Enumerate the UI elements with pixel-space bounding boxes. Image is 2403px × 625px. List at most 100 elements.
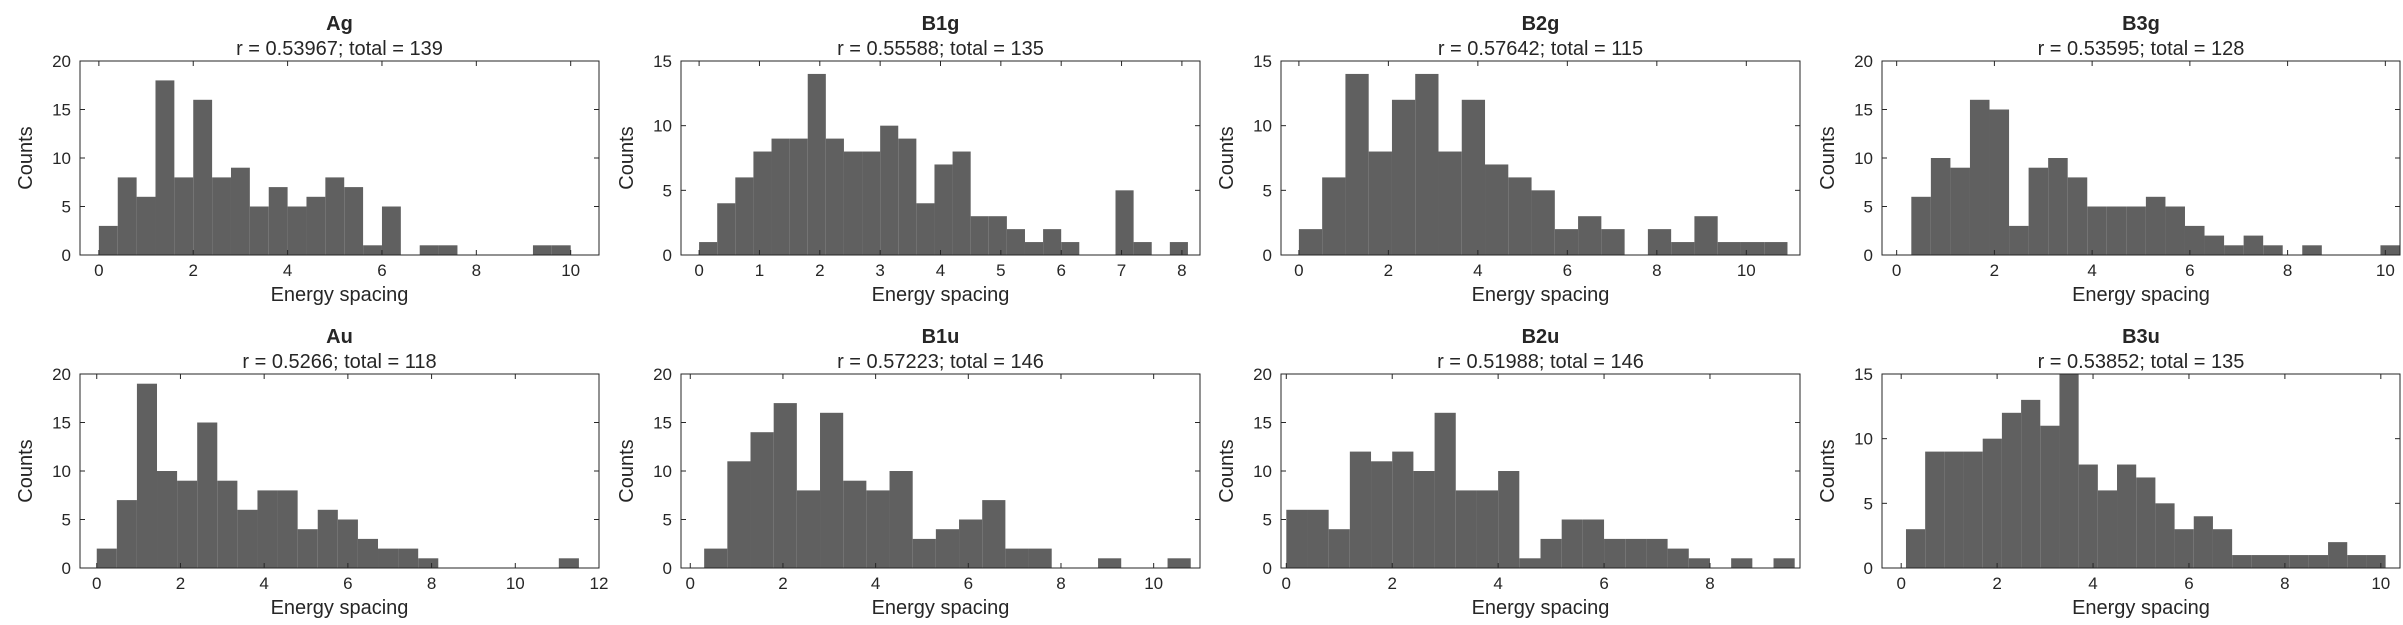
x-tick-label: 6 (2184, 574, 2193, 593)
panel-subtitle: r = 0.57642; total = 115 (1438, 38, 1643, 60)
y-tick-label: 5 (62, 198, 71, 217)
histogram-bar (217, 480, 238, 568)
y-tick-label: 5 (62, 511, 71, 530)
axes-box (1280, 60, 1801, 256)
histogram-bar (807, 73, 826, 256)
histogram-bar (1989, 109, 2010, 255)
histogram-bar (1717, 242, 1741, 255)
panel-title: B3u (2122, 326, 2160, 348)
histogram-bar (363, 245, 382, 255)
histogram-bar (1461, 99, 1486, 255)
histogram-bar (1969, 99, 1990, 255)
y-tick-label: 10 (52, 462, 71, 481)
y-tick-label: 20 (653, 365, 672, 384)
y-tick-label: 15 (653, 414, 672, 433)
x-tick-label: 10 (2376, 261, 2395, 280)
histogram-bar (117, 177, 137, 255)
histogram-bar (1561, 519, 1583, 568)
histogram-bar (773, 403, 797, 568)
y-tick-label: 10 (653, 462, 672, 481)
panel-subtitle: r = 0.5266; total = 118 (242, 351, 436, 373)
x-tick-label: 6 (964, 574, 973, 593)
histogram-bar (1455, 490, 1477, 568)
x-tick-label: 2 (1992, 574, 2001, 593)
histogram-bar (418, 558, 439, 568)
x-tick-label: 6 (2185, 261, 2194, 280)
histogram-bar (2289, 555, 2309, 568)
histogram-bar (1349, 451, 1372, 568)
y-tick-label: 20 (52, 365, 71, 384)
histogram-panel: 0 2 4 6 8 10 0 5 10 15 B3u r = 0.53852; total = 135… (1817, 326, 2401, 619)
histogram-bar (2067, 177, 2088, 255)
histogram-bar (2243, 235, 2264, 255)
histogram-bar (1286, 509, 1308, 568)
x-tick-label: 7 (1117, 261, 1126, 280)
histogram-bar (1485, 164, 1509, 255)
histogram-bar (378, 548, 399, 568)
x-tick-label: 0 (694, 261, 703, 280)
histogram-bar (1028, 548, 1052, 568)
histogram-bar (2224, 245, 2244, 255)
histogram-bar (2078, 464, 2098, 568)
histogram-bar (287, 206, 307, 255)
histogram-bar (889, 471, 913, 568)
histogram-bar (2126, 206, 2146, 255)
x-axis-label: Energy spacing (1472, 284, 1610, 306)
x-tick-label: 0 (1892, 261, 1901, 280)
histogram-panel: 0 2 4 6 8 0 5 10 15 20 B2u r = 0.51988; total = 146… (1216, 326, 1801, 619)
histogram-bar (268, 187, 288, 255)
histogram-bar (2270, 555, 2290, 568)
y-tick-label: 0 (663, 559, 672, 578)
panel-title: B2g (1522, 13, 1560, 35)
histogram-bar (1731, 558, 1753, 568)
histogram-bar (1391, 99, 1416, 255)
histogram-bar (1773, 558, 1795, 568)
histogram-bar (1950, 167, 1970, 255)
histogram-panel: 0 1 2 3 4 5 6 7 8 0 5 10 15 B1g r = 0.55588; total = 1… (616, 13, 1201, 306)
x-tick-label: 10 (2371, 574, 2390, 593)
histogram-bar (1415, 73, 1439, 256)
histogram-bar (157, 471, 178, 568)
panel-subtitle: r = 0.55588; total = 135 (837, 38, 1044, 60)
y-tick-label: 5 (663, 181, 672, 200)
x-tick-label: 1 (755, 261, 764, 280)
x-axis-label: Energy spacing (872, 284, 1010, 306)
histogram-bar (1413, 471, 1435, 568)
histogram-bar (230, 167, 250, 255)
histogram-bar (2087, 206, 2107, 255)
histogram-bar (862, 151, 881, 255)
x-tick-label: 8 (1177, 261, 1186, 280)
x-axis-label: Energy spacing (2072, 597, 2210, 619)
histogram-bar (532, 245, 552, 255)
histogram-bar (1328, 529, 1350, 568)
histogram-bar (753, 151, 772, 255)
y-tick-label: 15 (653, 52, 672, 71)
histogram-bar (1434, 412, 1456, 568)
x-tick-label: 2 (1384, 261, 1393, 280)
panel-subtitle: r = 0.53595; total = 128 (2038, 38, 2245, 60)
histogram-bar (2302, 245, 2322, 255)
histogram-bar (1578, 216, 1602, 255)
x-tick-label: 8 (1056, 574, 1065, 593)
x-tick-label: 10 (1737, 261, 1756, 280)
x-tick-label: 4 (936, 261, 945, 280)
histogram-bar (2097, 490, 2118, 568)
y-tick-label: 10 (52, 149, 71, 168)
y-tick-label: 10 (1253, 462, 1272, 481)
histogram-bar (1625, 538, 1647, 568)
histogram-bar (1925, 451, 1945, 568)
y-tick-label: 5 (1864, 494, 1873, 513)
y-tick-label: 15 (52, 414, 71, 433)
histogram-bar (337, 519, 358, 568)
histogram-bar (1667, 548, 1689, 568)
histogram-bar (1582, 519, 1605, 568)
x-tick-label: 6 (1056, 261, 1065, 280)
histogram-bar (1133, 242, 1152, 255)
y-tick-label: 20 (52, 52, 71, 71)
x-tick-label: 8 (427, 574, 436, 593)
histogram-bar (357, 538, 379, 568)
histogram-bar (1024, 242, 1044, 255)
histogram-bar (116, 500, 137, 568)
histogram-bar (1519, 558, 1541, 568)
histogram-bar (2136, 477, 2156, 568)
